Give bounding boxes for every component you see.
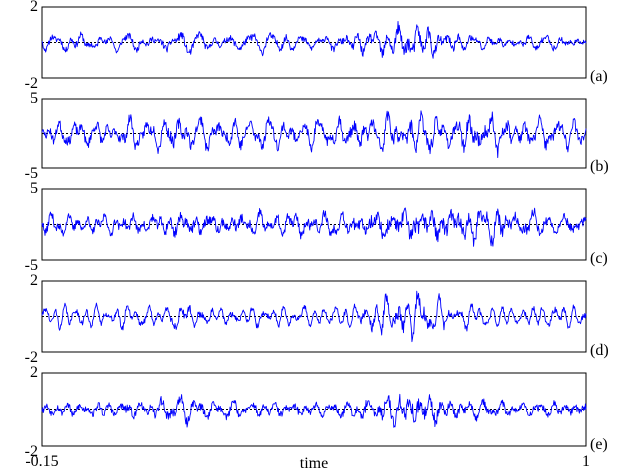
signal-trace xyxy=(41,110,587,158)
y-tick-label-bottom: -5 xyxy=(25,257,38,274)
panel-4: 2 -2 (d) xyxy=(25,272,609,366)
x-tick-label-right: 1 xyxy=(582,453,590,470)
panel-tag-label: (b) xyxy=(590,158,609,175)
y-tick-label-top: 2 xyxy=(30,0,38,15)
y-tick-label-top: 5 xyxy=(30,180,38,197)
x-tick-label-left: -0.15 xyxy=(25,453,58,470)
panel-tag-label: (c) xyxy=(590,250,608,267)
panel-3: 5 -5 (c) xyxy=(25,180,608,274)
panel-5: 2 -2 (e) xyxy=(25,364,608,460)
panel-2: 5 -5 (b) xyxy=(25,90,609,182)
signal-trace xyxy=(41,393,587,428)
panel-tag-label: (d) xyxy=(590,342,609,359)
y-tick-label-bottom: -2 xyxy=(25,443,38,460)
y-tick-label-bottom: -2 xyxy=(25,75,38,92)
y-tick-label-top: 2 xyxy=(30,272,38,289)
x-axis-label: time xyxy=(300,455,328,472)
signal-trace xyxy=(41,20,587,59)
panel-1: 2 -2 (a) xyxy=(25,0,608,92)
y-tick-label-bottom: -2 xyxy=(25,349,38,366)
signal-trace xyxy=(41,290,587,343)
y-tick-label-bottom: -5 xyxy=(25,165,38,182)
y-tick-label-top: 5 xyxy=(30,90,38,107)
signal-trace xyxy=(41,207,587,247)
panels-group: 2-2 (a)5-5 (b)5-5 (c)2-2 (d)2-2 (e) xyxy=(25,0,609,460)
y-tick-label-top: 2 xyxy=(30,364,38,381)
panel-tag-label: (a) xyxy=(590,68,608,85)
panel-tag-label: (e) xyxy=(590,436,608,453)
